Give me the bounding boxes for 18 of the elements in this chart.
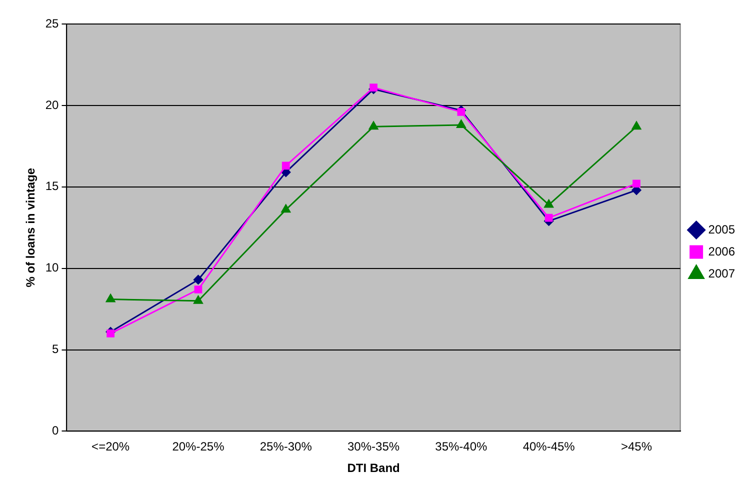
x-tick-label: 25%-30% xyxy=(260,440,312,454)
x-tick-label: 35%-40% xyxy=(435,440,488,454)
y-tick-label: 15 xyxy=(45,179,60,194)
y-tick-label: 5 xyxy=(52,342,60,356)
legend-label: 2006 xyxy=(708,244,736,258)
x-tick-label: >45% xyxy=(620,440,652,454)
y-tick-label: 0 xyxy=(52,424,60,438)
legend-label: 2007 xyxy=(708,266,736,280)
y-tick-label: 25 xyxy=(45,16,60,30)
y-axis-title: % of loans in vintage xyxy=(24,168,38,288)
x-tick-label: <=20% xyxy=(92,440,130,454)
y-tick-label: 20 xyxy=(45,98,60,112)
y-tick-label: 10 xyxy=(45,260,60,275)
x-tick-label: 20%-25% xyxy=(172,440,225,454)
x-axis-title: DTI Band xyxy=(347,461,400,476)
x-tick-label: 30%-35% xyxy=(348,440,400,454)
x-tick-label: 40%-45% xyxy=(522,440,576,454)
legend-label: 2005 xyxy=(708,222,736,236)
